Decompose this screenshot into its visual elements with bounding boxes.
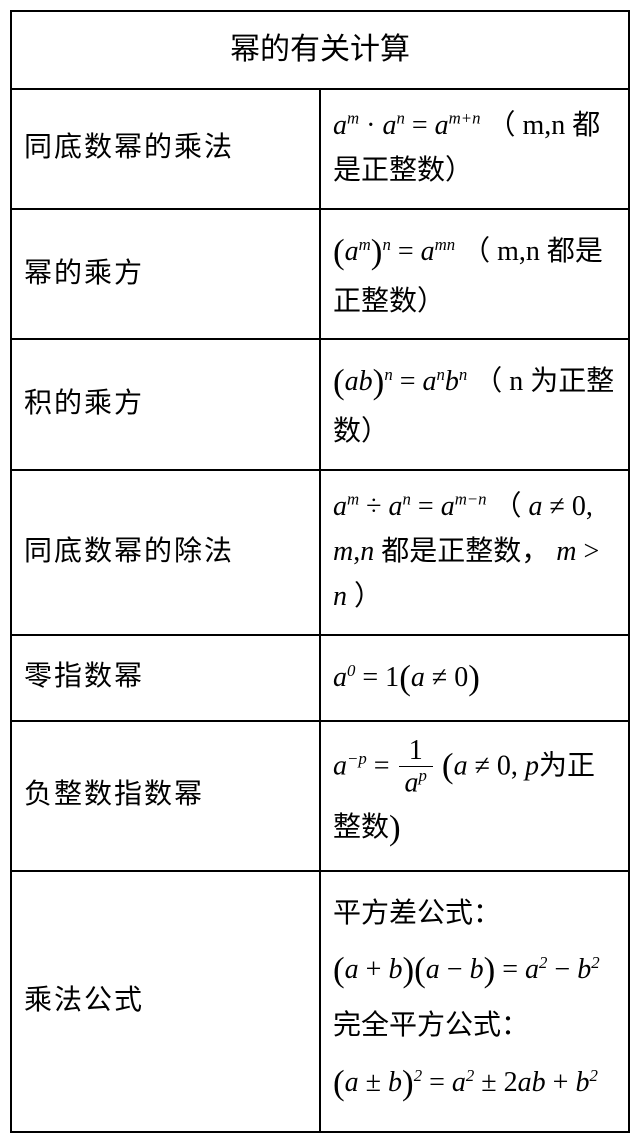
subrule-name: 完全平方公式： bbox=[333, 1004, 616, 1049]
rule-formula: 平方差公式： (a + b)(a − b) = a2 − b2 完全平方公式： … bbox=[320, 871, 629, 1133]
rule-label: 积的乘方 bbox=[11, 339, 320, 470]
table-title: 幂的有关计算 bbox=[11, 11, 629, 89]
table-row: 乘法公式 平方差公式： (a + b)(a − b) = a2 − b2 完全平… bbox=[11, 871, 629, 1133]
rule-label: 同底数幂的乘法 bbox=[11, 89, 320, 209]
rule-formula: (ab)n = anbn （ n 为正整数） bbox=[320, 339, 629, 470]
fraction: 1 ap bbox=[399, 736, 433, 800]
table-row: 幂的乘方 (am)n = amn （ m,n 都是正整数） bbox=[11, 209, 629, 340]
title-row: 幂的有关计算 bbox=[11, 11, 629, 89]
rule-formula: am ÷ an = am−n （ a ≠ 0, m,n 都是正整数， m > n… bbox=[320, 470, 629, 634]
table-row: 负整数指数幂 a−p = 1 ap (a ≠ 0, p为正整数) bbox=[11, 721, 629, 871]
rule-label: 同底数幂的除法 bbox=[11, 470, 320, 634]
table-row: 零指数幂 a0 = 1(a ≠ 0) bbox=[11, 635, 629, 721]
table-row: 同底数幂的除法 am ÷ an = am−n （ a ≠ 0, m,n 都是正整… bbox=[11, 470, 629, 634]
rule-formula: am · an = am+n （ m,n 都是正整数） bbox=[320, 89, 629, 209]
rule-label: 乘法公式 bbox=[11, 871, 320, 1133]
rule-label: 负整数指数幂 bbox=[11, 721, 320, 871]
subrule-name: 平方差公式： bbox=[333, 892, 616, 937]
table-row: 同底数幂的乘法 am · an = am+n （ m,n 都是正整数） bbox=[11, 89, 629, 209]
power-rules-table: 幂的有关计算 同底数幂的乘法 am · an = am+n （ m,n 都是正整… bbox=[10, 10, 630, 1133]
rule-formula: a−p = 1 ap (a ≠ 0, p为正整数) bbox=[320, 721, 629, 871]
rule-formula: (am)n = amn （ m,n 都是正整数） bbox=[320, 209, 629, 340]
rule-label: 零指数幂 bbox=[11, 635, 320, 721]
table-row: 积的乘方 (ab)n = anbn （ n 为正整数） bbox=[11, 339, 629, 470]
rule-label: 幂的乘方 bbox=[11, 209, 320, 340]
rule-formula: a0 = 1(a ≠ 0) bbox=[320, 635, 629, 721]
